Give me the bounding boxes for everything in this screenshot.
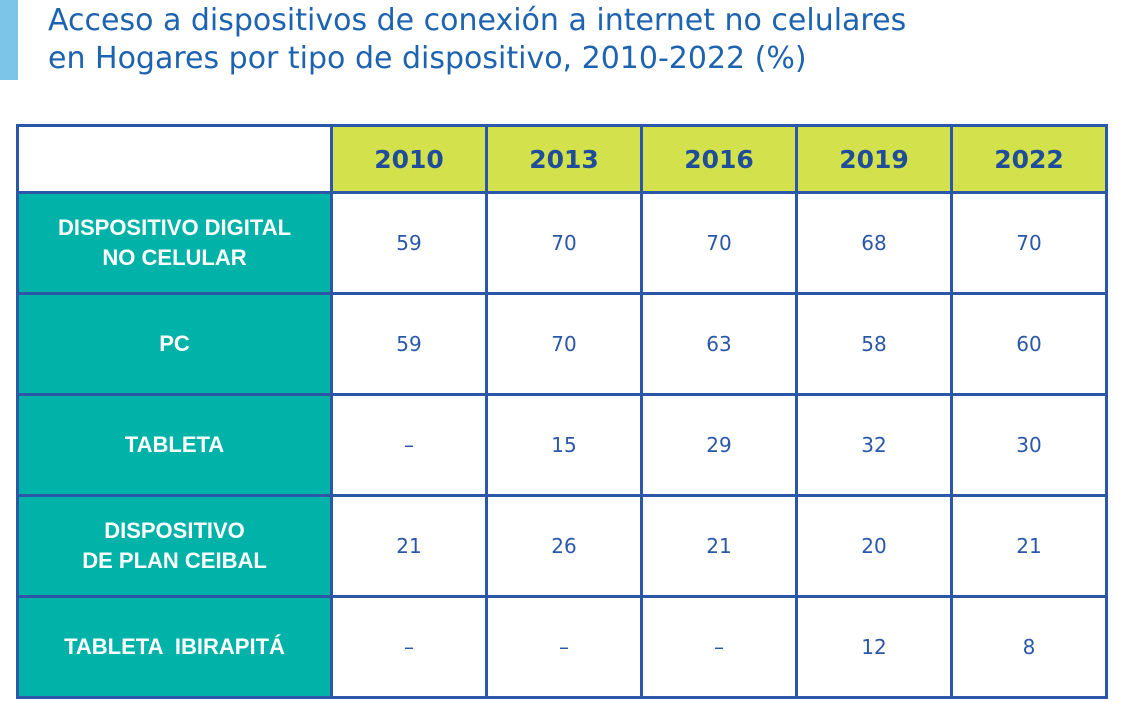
table-cell: 26: [485, 494, 643, 598]
table-row: DISPOSITIVO DIGITAL NO CELULAR 59 70 70 …: [16, 191, 1108, 295]
row-label-line: DISPOSITIVO: [104, 518, 245, 543]
year-header-2013: 2013: [485, 124, 643, 194]
row-label-dispositivo-digital: DISPOSITIVO DIGITAL NO CELULAR: [16, 191, 333, 295]
table-row: PC 59 70 63 58 60: [16, 292, 1108, 396]
row-label-plan-ceibal: DISPOSITIVO DE PLAN CEIBAL: [16, 494, 333, 598]
year-header-2019: 2019: [795, 124, 953, 194]
table-row: TABLETA IBIRAPITÁ – – – 12 8: [16, 595, 1108, 699]
year-header-2010: 2010: [330, 124, 488, 194]
title-line-2: en Hogares por tipo de dispositivo, 2010…: [48, 41, 807, 76]
page-title: Acceso a dispositivos de conexión a inte…: [48, 2, 1108, 78]
year-header-2022: 2022: [950, 124, 1108, 194]
table-cell: –: [330, 393, 488, 497]
title-accent-bar: [0, 0, 18, 80]
table-cell: 30: [950, 393, 1108, 497]
header-row: 2010 2013 2016 2019 2022: [16, 124, 1108, 194]
row-label-tableta-ibirapita: TABLETA IBIRAPITÁ: [16, 595, 333, 699]
row-label-line: DE PLAN CEIBAL: [82, 548, 267, 573]
row-label-pc: PC: [16, 292, 333, 396]
table-cell: –: [640, 595, 798, 699]
table-cell: 70: [950, 191, 1108, 295]
table-cell: 70: [485, 292, 643, 396]
device-access-table: 2010 2013 2016 2019 2022 DISPOSITIVO DIG…: [16, 124, 1108, 699]
table-cell: 59: [330, 292, 488, 396]
table-row: TABLETA – 15 29 32 30: [16, 393, 1108, 497]
table-row: DISPOSITIVO DE PLAN CEIBAL 21 26 21 20 2…: [16, 494, 1108, 598]
table-cell: 21: [640, 494, 798, 598]
table-cell: 70: [640, 191, 798, 295]
table-cell: 29: [640, 393, 798, 497]
table-cell: 58: [795, 292, 953, 396]
table-cell: 59: [330, 191, 488, 295]
table-cell: 20: [795, 494, 953, 598]
table-cell: 32: [795, 393, 953, 497]
corner-cell: [16, 124, 333, 194]
row-label-line: TABLETA: [124, 432, 225, 457]
table-cell: 21: [950, 494, 1108, 598]
table-cell: 60: [950, 292, 1108, 396]
row-label-line: NO CELULAR: [102, 245, 247, 270]
table-cell: 70: [485, 191, 643, 295]
row-label-line: DISPOSITIVO DIGITAL: [57, 215, 292, 240]
table-cell: 21: [330, 494, 488, 598]
title-line-1: Acceso a dispositivos de conexión a inte…: [48, 3, 907, 38]
table-cell: –: [485, 595, 643, 699]
row-label-tableta: TABLETA: [16, 393, 333, 497]
table-cell: 8: [950, 595, 1108, 699]
year-header-2016: 2016: [640, 124, 798, 194]
table-cell: 63: [640, 292, 798, 396]
table-cell: –: [330, 595, 488, 699]
row-label-line: TABLETA IBIRAPITÁ: [64, 634, 285, 659]
table-cell: 12: [795, 595, 953, 699]
table-cell: 15: [485, 393, 643, 497]
row-label-line: PC: [159, 331, 190, 356]
table-cell: 68: [795, 191, 953, 295]
